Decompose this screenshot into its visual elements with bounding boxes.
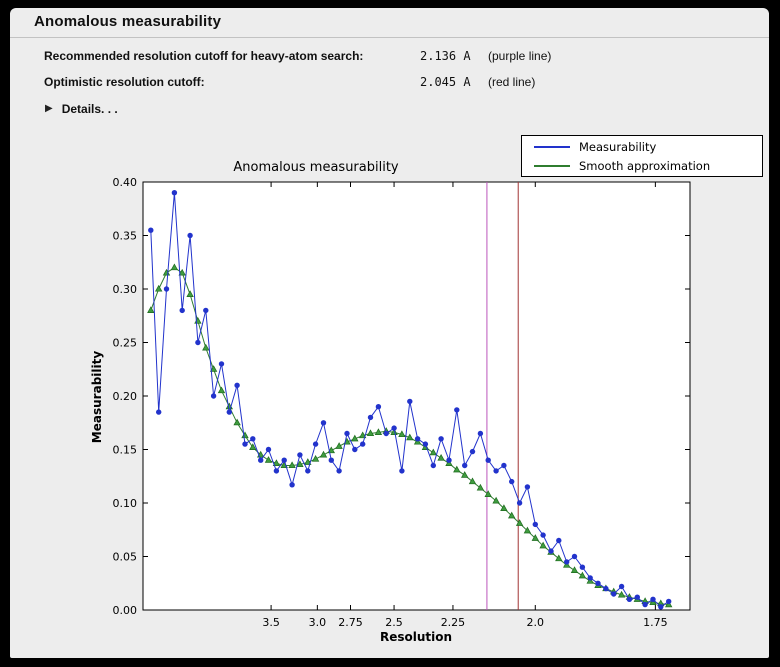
chart-legend: Measurability Smooth approximation xyxy=(521,135,763,177)
x-tick-label: 2.0 xyxy=(527,616,545,629)
y-tick-label: 0.25 xyxy=(113,337,138,350)
x-axis-label: Resolution xyxy=(379,630,453,644)
x-tick-label: 3.0 xyxy=(309,616,327,629)
y-tick-label: 0.30 xyxy=(113,283,138,296)
legend-swatch-smooth-approximation xyxy=(534,164,570,167)
legend-label-measurability: Measurability xyxy=(579,139,657,154)
recommended-cutoff-note: (purple line) xyxy=(488,49,552,63)
y-tick-label: 0.10 xyxy=(113,497,138,510)
x-tick-label: 2.75 xyxy=(338,616,363,629)
y-tick-label: 0.00 xyxy=(113,604,138,617)
series-measurability xyxy=(148,190,672,610)
x-tick-label: 2.5 xyxy=(385,616,403,629)
legend-item-measurability: Measurability xyxy=(534,140,750,154)
legend-swatch-measurability xyxy=(534,145,570,148)
axis-ticks: 0.00 0.05 0.10 0.15 0.20 0.25 0.30 0.35 0.40 3.5 3… xyxy=(113,176,690,629)
details-label: Details. . . xyxy=(61,102,118,116)
recommended-cutoff-label: Recommended resolution cutoff for heavy-… xyxy=(44,49,364,63)
chart-title: Anomalous measurability xyxy=(233,160,399,175)
recommended-cutoff-value: 2.136 A xyxy=(420,49,471,63)
y-tick-label: 0.20 xyxy=(113,390,138,403)
optimistic-cutoff-label: Optimistic resolution cutoff: xyxy=(44,75,205,89)
y-tick-label: 0.15 xyxy=(113,444,138,457)
x-tick-label: 2.25 xyxy=(441,616,466,629)
legend-item-smooth-approximation: Smooth approximation xyxy=(534,159,750,173)
details-disclosure[interactable]: ▶ Details. . . xyxy=(45,102,118,116)
y-tick-label: 0.40 xyxy=(113,176,138,189)
x-tick-label: 1.75 xyxy=(643,616,668,629)
x-tick-label: 3.5 xyxy=(262,616,280,629)
header-separator xyxy=(10,37,769,38)
y-tick-label: 0.05 xyxy=(113,551,138,564)
y-tick-label: 0.35 xyxy=(113,230,138,243)
optimistic-cutoff-value: 2.045 A xyxy=(420,75,471,89)
legend-label-smooth-approximation: Smooth approximation xyxy=(579,158,711,173)
y-axis-label: Measurability xyxy=(90,350,104,444)
page-title: Anomalous measurability xyxy=(34,13,222,30)
disclosure-triangle-icon: ▶ xyxy=(45,103,53,114)
optimistic-cutoff-note: (red line) xyxy=(488,75,536,89)
